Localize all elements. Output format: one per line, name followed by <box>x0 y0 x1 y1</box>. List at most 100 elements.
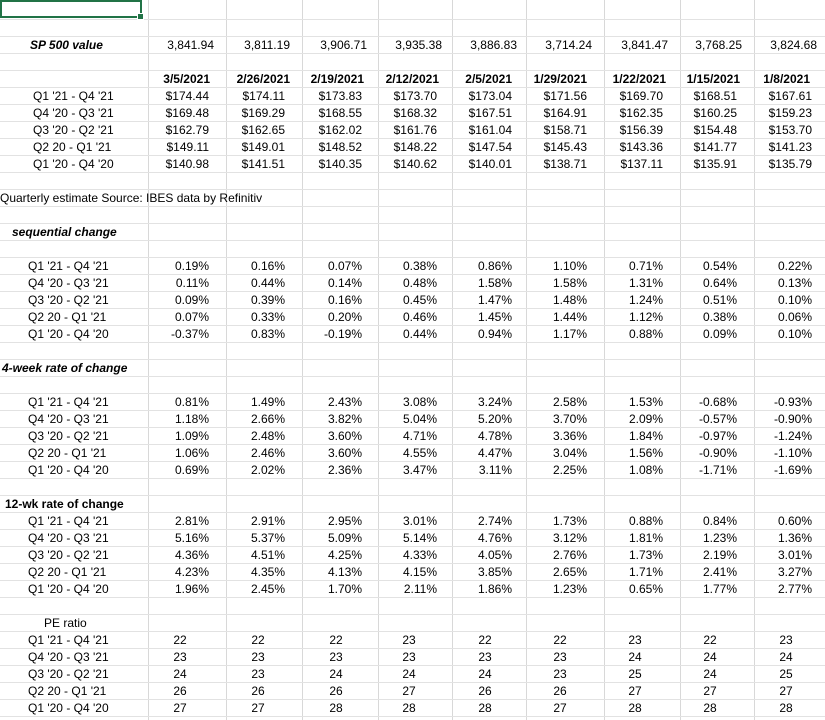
data-cell[interactable]: 0.20% <box>327 310 362 324</box>
data-cell[interactable]: 0.22% <box>777 259 812 273</box>
data-cell[interactable]: $160.25 <box>693 106 737 120</box>
data-cell[interactable]: 0.16% <box>327 293 362 307</box>
data-cell[interactable]: 27 <box>628 684 642 698</box>
data-cell[interactable]: 3.27% <box>777 565 812 579</box>
row-label[interactable]: Q1 '21 - Q4 '21 <box>28 514 109 528</box>
data-cell[interactable]: 24 <box>703 650 717 664</box>
data-cell[interactable]: 26 <box>173 684 187 698</box>
sp500-label[interactable]: SP 500 value <box>30 38 103 52</box>
data-cell[interactable]: $169.29 <box>241 106 285 120</box>
data-cell[interactable]: 0.64% <box>702 276 737 290</box>
data-cell[interactable]: 1.96% <box>174 582 209 596</box>
data-cell[interactable]: $171.56 <box>543 89 587 103</box>
data-cell[interactable]: 0.11% <box>175 276 209 290</box>
data-cell[interactable]: 23 <box>628 633 642 647</box>
data-cell[interactable]: 3.82% <box>327 412 362 426</box>
sp500-value[interactable]: 3,811.19 <box>244 38 290 52</box>
data-cell[interactable]: -1.69% <box>773 463 812 477</box>
data-cell[interactable]: 0.16% <box>250 259 285 273</box>
row-label[interactable]: Q1 '21 - Q4 '21 <box>28 259 109 273</box>
data-cell[interactable]: $140.62 <box>393 157 437 171</box>
data-cell[interactable]: 5.20% <box>477 412 512 426</box>
data-cell[interactable]: $173.04 <box>468 89 512 103</box>
row-label[interactable]: Q1 '21 - Q4 '21 <box>28 395 109 409</box>
data-cell[interactable]: $158.71 <box>543 123 587 137</box>
data-cell[interactable]: -0.68% <box>698 395 737 409</box>
data-cell[interactable]: 1.06% <box>174 446 209 460</box>
sp500-value[interactable]: 3,768.25 <box>695 38 742 52</box>
data-cell[interactable]: 27 <box>553 701 567 715</box>
data-cell[interactable]: 4.78% <box>477 429 512 443</box>
data-cell[interactable]: 2.02% <box>250 463 285 477</box>
data-cell[interactable]: 27 <box>402 684 416 698</box>
data-cell[interactable]: $169.48 <box>165 106 209 120</box>
data-cell[interactable]: $161.76 <box>393 123 437 137</box>
data-cell[interactable]: 1.81% <box>628 531 663 545</box>
data-cell[interactable]: 23 <box>402 633 416 647</box>
data-cell[interactable]: 1.71% <box>628 565 663 579</box>
data-cell[interactable]: 27 <box>703 684 717 698</box>
data-cell[interactable]: $140.01 <box>468 157 512 171</box>
row-label[interactable]: Q4 '20 - Q3 '21 <box>28 412 109 426</box>
data-cell[interactable]: 3.24% <box>477 395 512 409</box>
data-cell[interactable]: $161.04 <box>468 123 512 137</box>
data-cell[interactable]: 2.81% <box>174 514 209 528</box>
data-cell[interactable]: 1.48% <box>552 293 587 307</box>
section-title[interactable]: 12-wk rate of change <box>5 497 124 511</box>
sp500-value[interactable]: 3,714.24 <box>545 38 592 52</box>
row-label[interactable]: Q4 '20 - Q3 '21 <box>28 650 109 664</box>
data-cell[interactable]: 2.19% <box>702 548 737 562</box>
row-label[interactable]: Q3 '20 - Q2 '21 <box>28 667 109 681</box>
data-cell[interactable]: 1.86% <box>477 582 512 596</box>
data-cell[interactable]: 22 <box>251 633 265 647</box>
data-cell[interactable]: 2.41% <box>702 565 737 579</box>
data-cell[interactable]: 1.70% <box>327 582 362 596</box>
data-cell[interactable]: $174.11 <box>242 89 286 103</box>
data-cell[interactable]: 0.88% <box>628 327 663 341</box>
date-header[interactable]: 2/26/2021 <box>236 72 290 86</box>
data-cell[interactable]: 3.01% <box>402 514 437 528</box>
data-cell[interactable]: -0.90% <box>698 446 737 460</box>
date-header[interactable]: 2/19/2021 <box>310 72 364 86</box>
data-cell[interactable]: -0.97% <box>698 429 737 443</box>
sp500-value[interactable]: 3,886.83 <box>470 38 517 52</box>
data-cell[interactable]: 26 <box>478 684 492 698</box>
data-cell[interactable]: 24 <box>628 650 642 664</box>
data-cell[interactable]: 26 <box>251 684 265 698</box>
fill-handle[interactable] <box>137 13 144 20</box>
data-cell[interactable]: 2.65% <box>552 565 587 579</box>
section-title[interactable]: PE ratio <box>44 616 87 630</box>
data-cell[interactable]: 28 <box>779 701 793 715</box>
data-cell[interactable]: 3.60% <box>327 429 362 443</box>
data-cell[interactable]: $138.71 <box>543 157 587 171</box>
data-cell[interactable]: 23 <box>251 667 265 681</box>
data-cell[interactable]: $141.23 <box>768 140 812 154</box>
data-cell[interactable]: 23 <box>478 650 492 664</box>
date-header[interactable]: 2/5/2021 <box>465 72 512 86</box>
data-cell[interactable]: $156.39 <box>619 123 663 137</box>
data-cell[interactable]: -0.57% <box>698 412 737 426</box>
data-cell[interactable]: 0.69% <box>174 463 209 477</box>
data-cell[interactable]: $137.11 <box>620 157 664 171</box>
data-cell[interactable]: 0.13% <box>777 276 812 290</box>
data-cell[interactable]: 24 <box>478 667 492 681</box>
date-header[interactable]: 1/29/2021 <box>533 72 587 86</box>
row-label[interactable]: Q4 '20 - Q3 '21 <box>28 276 109 290</box>
data-cell[interactable]: $147.54 <box>468 140 512 154</box>
row-label[interactable]: Q4 '20 - Q3 '21 <box>33 106 114 120</box>
row-label[interactable]: Q2 20 - Q1 '21 <box>33 140 112 154</box>
data-cell[interactable]: 2.43% <box>327 395 362 409</box>
section-title[interactable]: sequential change <box>12 225 117 239</box>
row-label[interactable]: Q1 '20 - Q4 '20 <box>28 582 109 596</box>
data-cell[interactable]: $140.35 <box>318 157 362 171</box>
source-note[interactable]: Quarterly estimate Source: IBES data by … <box>0 191 263 205</box>
data-cell[interactable]: 4.25% <box>327 548 362 562</box>
data-cell[interactable]: 2.58% <box>552 395 587 409</box>
data-cell[interactable]: 1.17% <box>552 327 587 341</box>
row-label[interactable]: Q1 '20 - Q4 '20 <box>33 157 114 171</box>
data-cell[interactable]: -0.93% <box>773 395 812 409</box>
data-cell[interactable]: 5.14% <box>402 531 437 545</box>
data-cell[interactable]: 0.86% <box>477 259 512 273</box>
data-cell[interactable]: 1.12% <box>628 310 663 324</box>
row-label[interactable]: Q1 '21 - Q4 '21 <box>33 89 114 103</box>
